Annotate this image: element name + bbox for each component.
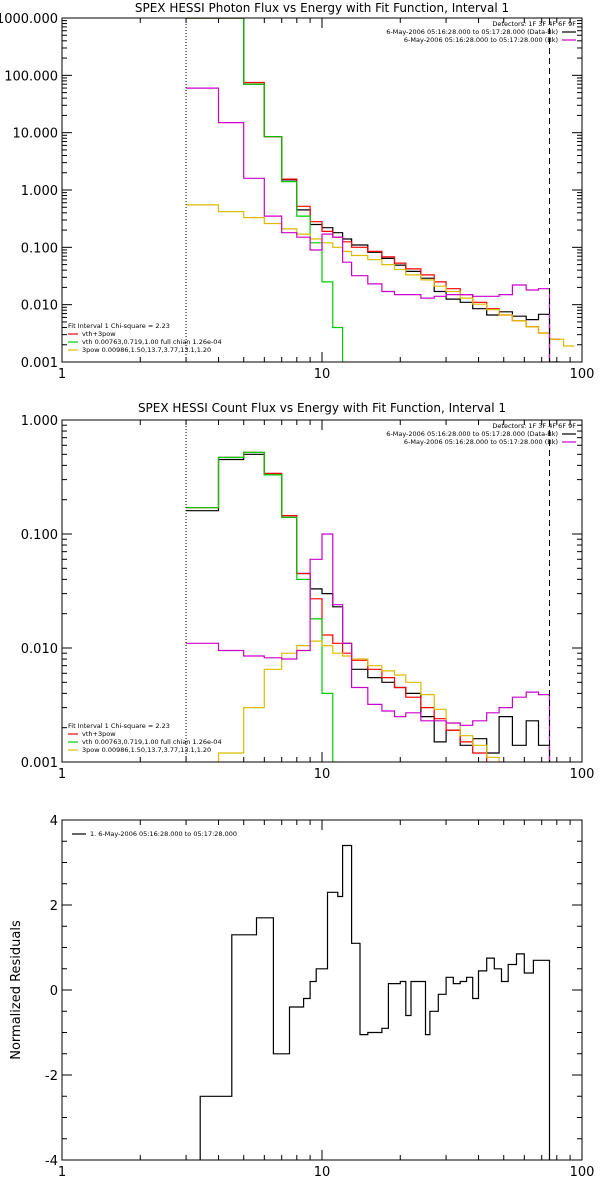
legend-entry: vth 0.00763,0.719,1.00 full chian 1.26e-… [82,338,222,346]
legend-entry: 6-May-2006 05:16:28.000 to 05:17:28.000 … [386,28,558,36]
series-line-4 [186,533,551,762]
legend-entry: vth 0.00763,0.719,1.00 full chian 1.26e-… [82,738,222,746]
count-flux-title: SPEX HESSI Count Flux vs Energy with Fit… [138,401,506,415]
legend-entry: 6-May-2006 05:16:28.000 to 05:17:28.000 … [386,430,558,438]
count-flux-panel: SPEX HESSI Count Flux vs Energy with Fit… [21,401,595,782]
x-tick-label: 10 [314,1165,331,1180]
y-tick-label: 1000.000 [0,12,58,27]
plot-frame [61,819,583,1161]
y-tick-label: 0.001 [21,356,58,371]
legend-entry: vth+3pow [82,730,116,738]
x-tick-label: 100 [570,367,595,382]
legend-header: Detectors: 1F 3F 4F 6F 9F [492,422,576,430]
y-tick-label: 0.001 [21,756,58,771]
legend-header: Detectors: 1F 3F 4F 6F 9F [492,20,576,28]
y-tick-label: 1.000 [21,414,58,429]
x-tick-label: 10 [314,367,331,382]
plot-frame [61,419,583,763]
x-tick-label: 1 [58,367,66,382]
series-line-0 [186,18,561,362]
legend-entry: 3pow 0.00986,1.50,13.7,3.77,13.1,1.20 [82,746,211,754]
y-tick-label: 0.010 [21,642,58,657]
legend-entry: 6-May-2006 05:16:28.000 to 05:17:28.000 … [404,36,558,44]
series-line-0 [199,844,551,1160]
legend-entry: 1. 6-May-2006 05:16:28.000 to 05:17:28.0… [90,830,237,838]
plot-frame [61,17,583,363]
legend-entry: 6-May-2006 05:16:28.000 to 05:17:28.000 … [404,438,558,446]
series-group [199,844,551,1160]
series-line-3 [186,204,575,347]
y-tick-label: 10.000 [13,127,59,142]
series-line-3 [217,640,500,762]
x-tick-label: 100 [570,1165,595,1180]
photon-flux-panel: SPEX HESSI Photon Flux vs Energy with Fi… [0,1,594,382]
y-tick-label: -4 [45,1154,58,1169]
photon-flux-title: SPEX HESSI Photon Flux vs Energy with Fi… [135,1,509,15]
legend-entry: 3pow 0.00986,1.50,13.7,3.77,13.1,1.20 [82,346,211,354]
y-tick-label: 0 [50,984,58,999]
y-tick-label: 2 [50,899,58,914]
y-tick-label: 0.010 [21,299,58,314]
x-tick-label: 1 [58,767,66,782]
series-line-1 [186,18,561,340]
series-line-2 [186,451,334,762]
series-line-2 [186,18,344,362]
y-tick-label: -2 [45,1069,58,1084]
series-group [186,18,575,362]
y-tick-label: 0.100 [21,528,58,543]
y-tick-label: 0.100 [21,241,58,256]
y-tick-label: 1.000 [21,184,58,199]
x-tick-label: 1 [58,1165,66,1180]
y-tick-label: 4 [50,814,58,829]
series-line-4 [186,87,551,362]
series-line-1 [186,451,488,762]
legend-fit-header: Fit Interval 1 Chi-square = 2.23 [68,322,170,330]
residuals-y-axis-label: Normalized Residuals [9,920,24,1060]
x-tick-label: 100 [570,767,595,782]
legend-fit-header: Fit Interval 1 Chi-square = 2.23 [68,722,170,730]
legend-entry: vth+3pow [82,330,116,338]
series-group [186,451,551,762]
x-tick-label: 10 [314,767,331,782]
y-tick-label: 100.000 [4,69,58,84]
series-line-0 [186,453,551,762]
residuals-panel: Normalized Residuals 1 10 100 -4 -2 0 2 4 1. 6-M… [9,814,594,1180]
